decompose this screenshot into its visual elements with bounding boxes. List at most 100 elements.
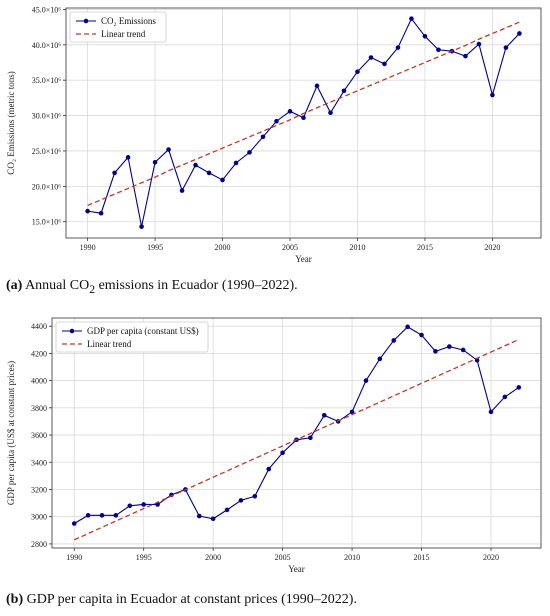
x-tick-label: 1990 [66, 553, 82, 562]
x-tick-label: 2010 [349, 243, 365, 252]
data-point [220, 177, 225, 183]
data-point [196, 513, 202, 519]
data-point [152, 159, 158, 165]
x-tick-label: 2010 [344, 553, 360, 562]
data-point [463, 53, 468, 59]
caption-a-pre: Annual CO [25, 278, 90, 293]
data-point [280, 450, 285, 456]
data-point [368, 55, 374, 60]
data-point [274, 118, 279, 124]
y-tick-label: 3400 [31, 458, 47, 467]
data-point [382, 61, 387, 67]
data-point [405, 324, 410, 330]
data-point [98, 210, 104, 216]
y-tick-label: 2800 [31, 540, 47, 549]
series-line [87, 17, 520, 227]
data-point [206, 170, 212, 176]
y-tick-label: 40.0×10⁶ [32, 41, 62, 50]
y-tick-label: 3000 [31, 513, 47, 522]
data-point [139, 224, 144, 229]
caption-a: (a) Annual CO2 emissions in Ecuador (199… [6, 278, 298, 296]
legend-swatch-marker [69, 328, 75, 334]
data-point [85, 513, 91, 518]
co2-emissions-chart: 1990 1995 2000 2005 2010 2015 2020 15.0×10⁶ 20.0… [0, 0, 550, 272]
data-point [503, 45, 509, 50]
data-point [436, 47, 441, 53]
data-point [112, 170, 117, 176]
data-point [409, 16, 414, 21]
data-point [266, 466, 272, 472]
series-line [73, 326, 520, 524]
caption-a-label: (a) [6, 278, 23, 293]
legend-entry: Linear trend [87, 339, 132, 349]
y-tick-label: 3200 [31, 485, 47, 494]
legend-entry: CO₂ Emissions [101, 16, 156, 26]
series-trend-line [87, 21, 520, 207]
legend-entry: GDP per capita (constant US$) [87, 326, 199, 336]
data-point [125, 155, 131, 160]
data-point [193, 162, 198, 168]
plot-frame [51, 317, 542, 549]
caption-b: (b) GDP per capita in Ecuador at constan… [6, 592, 357, 608]
y-tick-label: 15.0×10⁶ [32, 218, 62, 227]
data-point [349, 409, 355, 415]
y-tick-label: 25.0×10⁶ [32, 147, 62, 156]
data-point [321, 413, 327, 418]
data-point [113, 513, 119, 518]
x-tick-label: 2020 [483, 553, 499, 562]
y-tick-label: 30.0×10⁶ [32, 112, 62, 121]
x-tick-label: 2020 [484, 243, 500, 252]
data-point [166, 147, 171, 152]
data-point [460, 347, 466, 353]
data-point [476, 41, 482, 47]
data-point [71, 521, 77, 526]
data-point [447, 344, 452, 349]
caption-b-text: GDP per capita in Ecuador at constant pr… [26, 592, 357, 607]
y-tick-label: 4400 [31, 322, 47, 331]
x-tick-label: 1995 [147, 243, 163, 252]
plot-frame [65, 7, 542, 239]
data-point [422, 34, 428, 39]
data-point [395, 45, 401, 50]
data-point [141, 502, 146, 507]
x-tick-label: 1995 [136, 553, 152, 562]
y-tick-label: 4000 [31, 377, 47, 386]
y-tick-label: 45.0×10⁶ [32, 5, 62, 14]
legend-entry: Linear trend [101, 29, 146, 39]
x-axis-label: Year [295, 254, 312, 264]
data-point [210, 516, 216, 522]
data-point [224, 507, 230, 513]
data-point [363, 378, 369, 383]
data-point [517, 31, 522, 36]
caption-b-label: (b) [6, 592, 24, 607]
data-point [179, 188, 185, 193]
data-point [287, 109, 293, 114]
data-point [85, 208, 90, 214]
data-point [127, 503, 133, 509]
data-point [377, 356, 383, 362]
y-tick-label: 4200 [31, 349, 47, 358]
gdp-chart-svg: 1990 1995 2000 2005 2010 2015 2020 2800 3000 3200… [6, 317, 542, 574]
data-point [355, 69, 360, 74]
legend-swatch-marker [83, 18, 89, 24]
x-tick-label: 2000 [215, 243, 231, 252]
data-point [301, 115, 306, 120]
caption-a-sub: 2 [89, 282, 96, 296]
x-tick-label: 2005 [282, 243, 298, 252]
x-tick-label: 2000 [205, 553, 221, 562]
data-point [490, 92, 495, 98]
x-tick-label: 1990 [80, 243, 96, 252]
data-point [419, 332, 424, 338]
legend-box [55, 321, 209, 353]
data-point [433, 349, 438, 354]
data-point [328, 110, 333, 116]
x-tick-label: 2015 [414, 553, 430, 562]
data-point [252, 493, 258, 499]
gdp-per-capita-chart: 1990 1995 2000 2005 2010 2015 2020 2800 3000 3200… [0, 310, 550, 582]
x-tick-label: 2005 [275, 553, 291, 562]
data-point [341, 88, 347, 94]
data-point [247, 150, 252, 155]
data-point [502, 394, 508, 400]
y-axis-label: CO₂ Emissions (metric tons) [6, 71, 16, 174]
data-point [391, 338, 397, 343]
